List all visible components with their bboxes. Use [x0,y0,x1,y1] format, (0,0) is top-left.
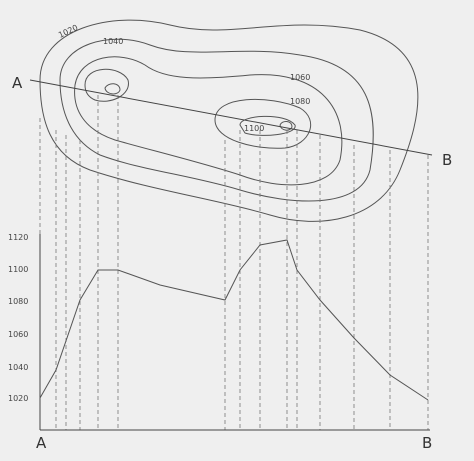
contour-label: 1040 [103,37,123,46]
axis-label: 1060 [8,330,28,339]
axis-label: 1080 [8,297,28,306]
contour-label: 1080 [290,97,310,106]
axis-label: 1120 [8,233,28,242]
label-b: B [442,151,452,169]
contours [39,19,419,222]
contour-label: 1060 [290,73,310,82]
contour-label: 1100 [244,124,264,133]
axis-label: 1020 [8,394,28,403]
section-line [29,79,433,156]
profile-line [39,239,429,401]
label-a: A [12,74,23,92]
axis-label: 1100 [8,265,28,274]
axis-label: 1040 [8,363,28,372]
profile-start: A [36,434,47,452]
profile-end: B [422,434,432,452]
